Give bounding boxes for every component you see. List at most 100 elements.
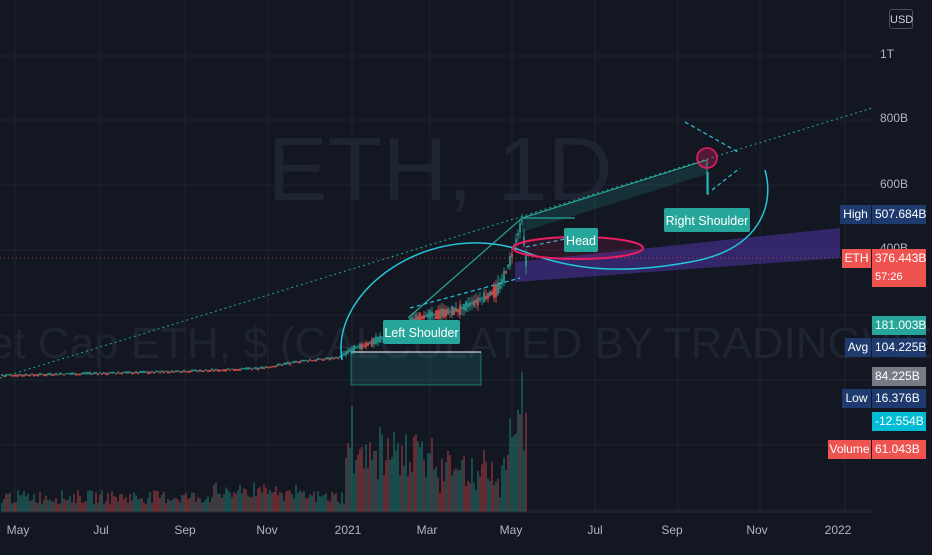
candle (263, 367, 265, 370)
volume-bar (23, 491, 25, 512)
candle (421, 316, 423, 320)
volume-bar (267, 493, 269, 512)
candle (423, 315, 425, 320)
candle (497, 282, 499, 295)
volume-bar (417, 441, 419, 512)
candle (349, 349, 351, 352)
candle (239, 368, 241, 371)
volume-bar (243, 488, 245, 512)
volume-bar (353, 473, 355, 512)
candle (33, 374, 35, 377)
x-tick-label: 2022 (825, 523, 852, 537)
volume-bar (281, 493, 283, 512)
candle (123, 371, 125, 374)
volume-bar (435, 466, 437, 512)
candle (67, 373, 69, 375)
volume-bar (251, 496, 253, 512)
volume-bar (77, 490, 79, 512)
candle (509, 256, 511, 266)
candle (49, 372, 51, 376)
volume-bar (153, 490, 155, 512)
candle (319, 358, 321, 360)
candle (3, 375, 5, 377)
volume-bar (371, 459, 373, 512)
candle (39, 373, 41, 376)
svg-text:Head: Head (566, 234, 596, 248)
candle (93, 372, 95, 374)
candle (149, 371, 151, 374)
currency-button[interactable]: USD (889, 9, 913, 29)
candle (461, 306, 463, 310)
candle (53, 374, 55, 376)
volume-bar (175, 498, 177, 512)
volume-bar (37, 503, 39, 512)
volume-bar (377, 479, 379, 512)
volume-bar (509, 418, 511, 512)
candle (21, 374, 23, 377)
candle (249, 367, 251, 370)
volume-bar (327, 500, 329, 512)
candle (101, 373, 103, 375)
candle (499, 285, 501, 289)
volume-bar (35, 502, 37, 512)
candle (269, 366, 271, 368)
candle (253, 367, 255, 369)
candle (291, 361, 293, 363)
candle (187, 371, 189, 373)
eth-label-tag: ETH (842, 249, 871, 268)
volume-bar (49, 499, 51, 512)
candle (179, 371, 181, 373)
candle (311, 360, 313, 362)
candle (69, 372, 71, 375)
candle (157, 370, 159, 373)
volume-bar (249, 497, 251, 512)
volume-bar (99, 494, 101, 512)
candle (429, 310, 431, 320)
volume-bar (309, 494, 311, 512)
volume-bar (481, 464, 483, 512)
volume-bar (71, 502, 73, 512)
pattern-curve (340, 169, 769, 361)
volume-bar (437, 477, 439, 512)
volume-bar (61, 490, 63, 512)
volume-bar (137, 498, 139, 512)
candle (165, 370, 167, 372)
candle (47, 373, 49, 375)
candle (321, 359, 323, 361)
candle (221, 369, 223, 371)
candle (219, 369, 221, 372)
volume-bar (347, 443, 349, 512)
volume-bar (125, 497, 127, 512)
volume-bar (383, 475, 385, 512)
candle (427, 313, 429, 318)
candle (117, 371, 119, 374)
candle (475, 299, 477, 303)
candle (471, 302, 473, 305)
candle (335, 356, 337, 359)
volume-bar (237, 490, 239, 512)
candle (15, 374, 17, 377)
candle (313, 359, 315, 362)
candle (373, 338, 375, 345)
volume-bar (475, 489, 477, 512)
volume-bar (297, 492, 299, 512)
candle (27, 374, 29, 377)
volume-bar (157, 490, 159, 512)
volume-bar (139, 498, 141, 512)
candle (371, 339, 373, 347)
candle (525, 255, 527, 267)
volume-bar (329, 501, 331, 512)
candle (381, 336, 383, 340)
candle (473, 300, 475, 307)
x-tick-label: Nov (256, 523, 277, 537)
volume-bar (331, 491, 333, 512)
candle (465, 301, 467, 311)
volume-bar (101, 490, 103, 512)
candle (303, 360, 305, 362)
candle (155, 370, 157, 373)
x-tick-label: Sep (174, 523, 196, 537)
x-axis[interactable]: May Jul Sep Nov 2021 Mar May Jul Sep Nov 2022 (0, 511, 872, 537)
candle (271, 366, 273, 368)
